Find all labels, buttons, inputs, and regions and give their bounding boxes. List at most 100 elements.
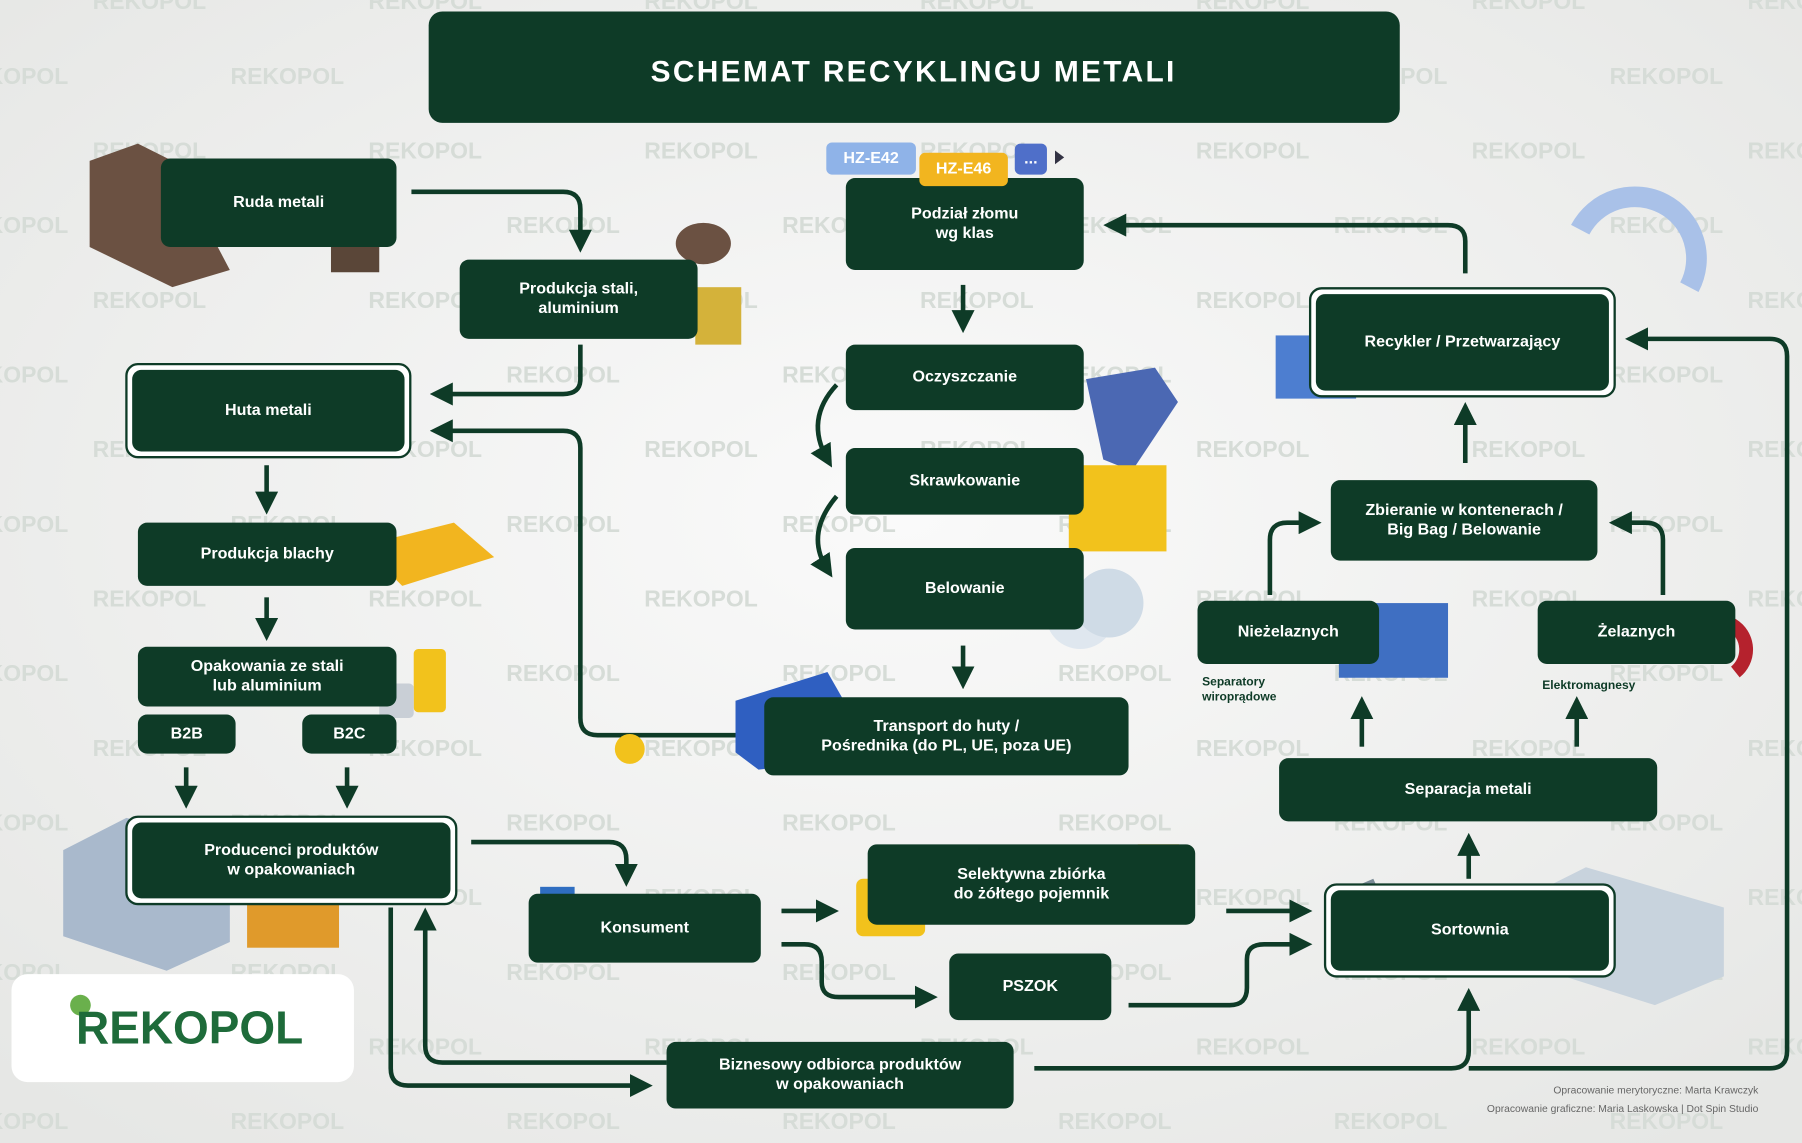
node-label: aluminium xyxy=(538,299,618,317)
node-label: Separacja metali xyxy=(1405,780,1532,798)
diagram: REKOPOL REKOPOL REKOPOL REKOPOL REKOPOL REKOP… xyxy=(0,0,1802,1143)
node-label: Opakowania ze stali xyxy=(191,657,344,675)
node-label: Transport do huty / xyxy=(874,717,1020,735)
watermark: REKOPOL xyxy=(1058,1108,1172,1134)
ladle-icon xyxy=(676,223,731,264)
watermark: REKOPOL xyxy=(506,511,620,537)
node-label: PSZOK xyxy=(1003,977,1059,995)
watermark: REKOPOL xyxy=(1747,287,1802,313)
node-label: Huta metali xyxy=(225,401,312,419)
watermark: REKOPOL xyxy=(1196,436,1310,462)
watermark: REKOPOL xyxy=(231,63,345,89)
node-label: lub aluminium xyxy=(213,677,322,695)
watermark: REKOPOL xyxy=(1196,138,1310,164)
watermark: REKOPOL xyxy=(1196,884,1310,910)
node-label: w opakowaniach xyxy=(226,860,355,878)
node-label: Ruda metali xyxy=(233,193,324,211)
watermark: REKOPOL xyxy=(1747,0,1802,14)
watermark: REKOPOL xyxy=(1747,1034,1802,1060)
watermark: REKOPOL xyxy=(782,810,896,836)
mold-icon xyxy=(695,287,741,344)
watermark: REKOPOL xyxy=(506,362,620,388)
node-label: Produkcja stali, xyxy=(519,280,638,298)
can-icon xyxy=(414,649,446,712)
watermark: REKOPOL xyxy=(1472,735,1586,761)
watermark: REKOPOL xyxy=(0,362,68,388)
watermark: REKOPOL xyxy=(506,810,620,836)
watermark: REKOPOL xyxy=(1334,1108,1448,1134)
node-label: Recykler / Przetwarzający xyxy=(1365,333,1561,351)
node-label: Podział złomu xyxy=(911,204,1018,222)
node-label: Skrawkowanie xyxy=(909,472,1020,490)
node-label: B2B xyxy=(171,724,203,742)
watermark: REKOPOL xyxy=(644,586,758,612)
watermark: REKOPOL xyxy=(506,212,620,238)
watermark: REKOPOL xyxy=(1747,436,1802,462)
watermark: REKOPOL xyxy=(506,1108,620,1134)
node-label: Żelaznych xyxy=(1598,623,1676,641)
watermark: REKOPOL xyxy=(506,959,620,985)
watermark: REKOPOL xyxy=(1472,0,1586,14)
watermark: REKOPOL xyxy=(1610,362,1724,388)
watermark: REKOPOL xyxy=(93,287,207,313)
logo: REKOPOL xyxy=(76,1002,303,1054)
watermark: REKOPOL xyxy=(1058,810,1172,836)
node-label: Zbieranie w kontenerach / xyxy=(1365,501,1563,519)
watermark: REKOPOL xyxy=(1610,63,1724,89)
title: SCHEMAT RECYKLINGU METALI xyxy=(651,55,1177,88)
node-label: Pośrednika (do PL, UE, poza UE) xyxy=(821,736,1071,754)
watermark: REKOPOL xyxy=(93,0,207,14)
watermark: REKOPOL xyxy=(1747,586,1802,612)
watermark: REKOPOL xyxy=(644,436,758,462)
page: REKOPOL REKOPOL REKOPOL REKOPOL REKOPOL REKOP… xyxy=(0,0,1802,1143)
watermark: REKOPOL xyxy=(0,511,68,537)
node-label: Sortownia xyxy=(1431,921,1510,939)
watermark: REKOPOL xyxy=(1196,287,1310,313)
node-label: Konsument xyxy=(600,918,689,936)
node-label: B2C xyxy=(333,724,366,742)
watermark: REKOPOL xyxy=(1472,436,1586,462)
node-label: w opakowaniach xyxy=(775,1075,904,1093)
caption: Elektromagnesy xyxy=(1542,678,1635,692)
node-label: Oczyszczanie xyxy=(912,368,1017,386)
watermark: REKOPOL xyxy=(1472,1034,1586,1060)
pin-icon xyxy=(615,734,645,764)
caption: wiroprądowe xyxy=(1201,689,1277,703)
credit: Opracowanie graficzne: Maria Laskowska |… xyxy=(1487,1104,1759,1115)
watermark: REKOPOL xyxy=(782,511,896,537)
watermark: REKOPOL xyxy=(920,287,1034,313)
node-label: Producenci produktów xyxy=(204,841,379,859)
watermark: REKOPOL xyxy=(506,660,620,686)
watermark: REKOPOL xyxy=(782,959,896,985)
node-label: do żółtego pojemnik xyxy=(954,885,1110,903)
watermark: REKOPOL xyxy=(644,138,758,164)
tag-label: ... xyxy=(1024,149,1037,167)
watermark: REKOPOL xyxy=(782,1108,896,1134)
truck-icon xyxy=(247,902,339,948)
caption: Separatory xyxy=(1202,675,1265,689)
watermark: REKOPOL xyxy=(1472,138,1586,164)
watermark: REKOPOL xyxy=(0,810,68,836)
tag-label: HZ-E42 xyxy=(843,149,898,167)
watermark: REKOPOL xyxy=(0,63,68,89)
watermark: REKOPOL xyxy=(0,1108,68,1134)
watermark: REKOPOL xyxy=(1196,1034,1310,1060)
node-label: Nieżelaznych xyxy=(1238,623,1339,641)
watermark: REKOPOL xyxy=(1058,660,1172,686)
node-label: Biznesowy odbiorca produktów xyxy=(719,1056,962,1074)
node-label: Selektywna zbiórka xyxy=(957,865,1106,883)
watermark: REKOPOL xyxy=(1747,735,1802,761)
node-label: Produkcja blachy xyxy=(201,545,334,563)
credit: Opracowanie merytoryczne: Marta Krawczyk xyxy=(1553,1086,1759,1097)
watermark: REKOPOL xyxy=(0,660,68,686)
watermark: REKOPOL xyxy=(1747,138,1802,164)
tag-label: HZ-E46 xyxy=(936,160,991,178)
watermark: REKOPOL xyxy=(1196,735,1310,761)
watermark: REKOPOL xyxy=(1747,884,1802,910)
watermark: REKOPOL xyxy=(368,586,482,612)
node-label: Belowanie xyxy=(925,579,1005,597)
bale-icon xyxy=(1075,569,1144,638)
watermark: REKOPOL xyxy=(231,1108,345,1134)
node-label: Big Bag / Belowanie xyxy=(1387,520,1541,538)
node-label: wg klas xyxy=(935,224,994,242)
